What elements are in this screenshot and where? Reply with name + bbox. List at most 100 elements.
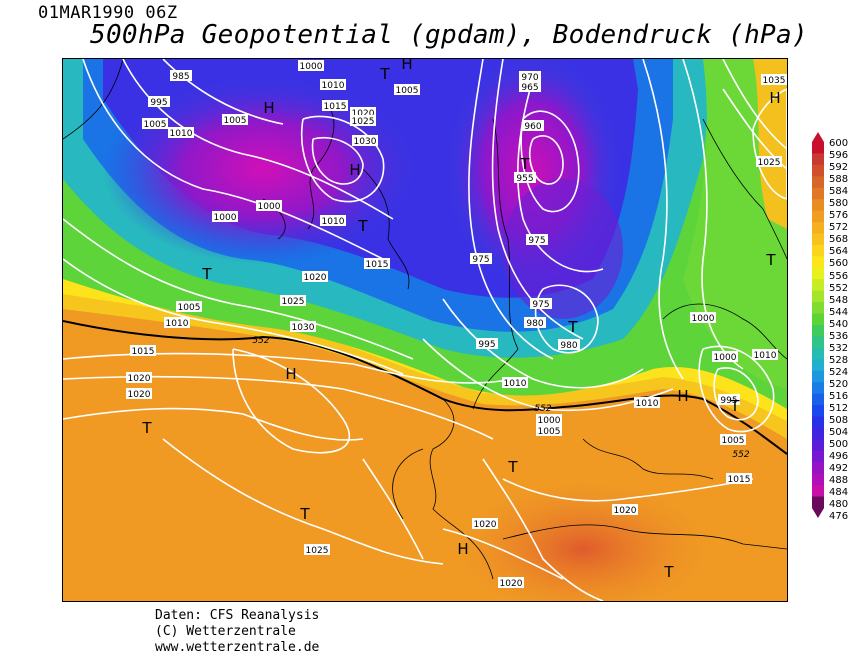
- high-center: H: [677, 387, 688, 405]
- low-center: T: [765, 251, 776, 269]
- pressure-label: 975: [532, 300, 549, 310]
- pressure-label: 1005: [538, 427, 561, 437]
- credit-copyright: (C) Wetterzentrale: [155, 624, 296, 639]
- legend-label: 512: [829, 403, 849, 415]
- pressure-label: 1010: [170, 129, 193, 139]
- pressure-label: 1005: [396, 86, 419, 96]
- legend-label: 492: [829, 463, 849, 475]
- legend-label: 600: [829, 138, 849, 149]
- pressure-label: 1000: [300, 62, 323, 72]
- pressure-label: 995: [150, 98, 167, 108]
- legend-label: 500: [829, 439, 849, 451]
- legend-label: 564: [829, 246, 849, 258]
- legend-swatch: [812, 462, 824, 475]
- low-center: T: [729, 397, 740, 415]
- pressure-label: 1005: [224, 116, 247, 126]
- legend-label: 576: [829, 210, 849, 222]
- low-east-core: [503, 179, 623, 319]
- pressure-label: 1000: [692, 314, 715, 324]
- legend-swatch: [812, 199, 824, 212]
- pressure-label: 1010: [322, 217, 345, 227]
- legend-swatch: [812, 142, 824, 154]
- pressure-label: 1005: [144, 120, 167, 130]
- legend-swatch: [812, 382, 824, 395]
- height-label: 552: [732, 450, 749, 460]
- pressure-label: 1020: [500, 579, 523, 589]
- legend-swatch: [812, 496, 824, 509]
- legend-swatch: [812, 176, 824, 189]
- pressure-labels: 985 995 1005 1010 1005 1000 1010 1015 10…: [126, 60, 787, 589]
- legend-label: 568: [829, 234, 849, 246]
- pressure-label: 1030: [292, 323, 315, 333]
- legend-label: 560: [829, 258, 849, 270]
- legend-label: 540: [829, 318, 849, 330]
- map-title: 500hPa Geopotential (gpdam), Bodendruck …: [90, 20, 808, 50]
- pressure-label: 960: [524, 122, 541, 132]
- warm-core: [453, 479, 713, 601]
- low-center: T: [507, 458, 518, 476]
- legend-label: 580: [829, 198, 849, 210]
- legend-swatch: [812, 325, 824, 337]
- color-legend: [812, 132, 824, 518]
- pressure-label: 1010: [636, 399, 659, 409]
- height-label: 552: [252, 336, 269, 346]
- pressure-label: 975: [528, 236, 545, 246]
- pressure-label: 1015: [728, 475, 751, 485]
- legend-swatch: [812, 256, 824, 269]
- weather-map: 985 995 1005 1010 1005 1000 1010 1015 10…: [62, 58, 788, 602]
- pressure-label: 980: [560, 341, 577, 351]
- legend-swatch: [812, 336, 824, 349]
- coastlines: [63, 59, 787, 580]
- legend-label: 592: [829, 162, 849, 174]
- legend-swatch: [812, 450, 824, 463]
- height-labels: 552 552 552: [252, 336, 749, 460]
- pressure-label: 1020: [614, 506, 637, 516]
- height-label: 552: [534, 404, 551, 414]
- legend-label: 572: [829, 222, 849, 234]
- legend-swatch: [812, 313, 824, 326]
- pressure-label: 1000: [214, 213, 237, 223]
- pressure-label: 1015: [132, 347, 155, 357]
- credit-website: www.wetterzentrale.de: [155, 640, 320, 655]
- map-canvas: 985 995 1005 1010 1005 1000 1010 1015 10…: [63, 59, 787, 601]
- low-center: T: [299, 505, 310, 523]
- legend-label: 528: [829, 354, 849, 366]
- pressure-label: 975: [472, 255, 489, 265]
- legend-label: 488: [829, 475, 849, 487]
- contour-552: [63, 320, 787, 455]
- pressure-label: 995: [478, 340, 495, 350]
- legend-swatch: [812, 485, 824, 498]
- pressure-label: 1020: [304, 273, 327, 283]
- legend-swatch: [812, 393, 824, 406]
- pressure-label: 1010: [322, 81, 345, 91]
- legend-swatch: [812, 279, 824, 292]
- isobars: [63, 59, 787, 601]
- legend-swatch: [812, 210, 824, 223]
- legend-swatch: [812, 290, 824, 303]
- low-center: T: [519, 155, 530, 173]
- high-center: H: [401, 59, 412, 73]
- legend-label: 520: [829, 378, 849, 390]
- legend-swatch: [812, 359, 824, 372]
- pressure-label: 965: [521, 83, 538, 93]
- high-center: H: [457, 540, 468, 558]
- pressure-label: 1010: [166, 319, 189, 329]
- pressure-label: 1000: [538, 416, 561, 426]
- legend-swatch: [812, 267, 824, 280]
- pressure-label: 1005: [178, 303, 201, 313]
- legend-label: 556: [829, 270, 849, 282]
- legend-label: 548: [829, 294, 849, 306]
- pressure-label: 1015: [324, 102, 347, 112]
- pressure-label: 970: [521, 73, 538, 83]
- pressure-label: 1000: [258, 202, 281, 212]
- legend-bar: [812, 132, 824, 518]
- pressure-label: 1020: [128, 374, 151, 384]
- legend-label: 496: [829, 451, 849, 463]
- pressure-label: 980: [526, 319, 543, 329]
- pressure-label: 1020: [474, 520, 497, 530]
- low-center: T: [567, 318, 578, 336]
- legend-label: 552: [829, 282, 849, 294]
- pressure-label: 1025: [306, 546, 329, 556]
- pressure-label: 955: [516, 174, 533, 184]
- legend-swatch: [812, 233, 824, 246]
